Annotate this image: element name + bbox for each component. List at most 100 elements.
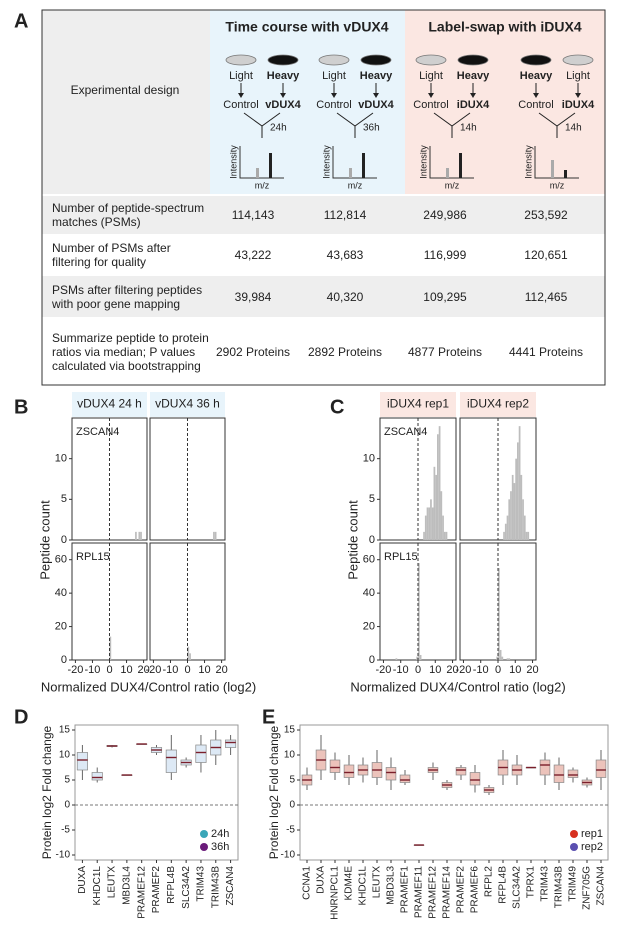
y-tick-label: 40 [363,587,375,599]
merge-lines [433,112,471,138]
histogram-bar [443,531,446,540]
peak [459,153,462,178]
condition-label: iDUX4 [457,99,490,111]
gene-label: RPL15 [76,551,110,563]
histogram-bar [506,658,509,660]
histogram-bar [506,515,509,540]
histogram-bar [522,499,524,540]
mini-y-label: Intensity [523,145,533,179]
legend-label: 36h [211,841,229,853]
gene-label: ZSCAN4 [76,426,119,438]
x-tick-label: KHDC1L [92,866,103,906]
arrow-head [373,93,379,98]
x-tick-label: SLC34A2 [512,866,523,909]
x-tick-label: CCNA1 [302,866,313,900]
mini-y-label: Intensity [418,145,428,179]
box [76,752,88,771]
dish-label: Heavy [267,70,300,82]
y-tick-label: -5 [286,825,295,836]
dish-label: Light [229,70,253,82]
y-tick-label: 0 [61,534,67,546]
panel-label: C [330,396,344,418]
gene-label: ZSCAN4 [384,426,427,438]
histogram-bar [438,426,441,540]
time-label: 36h [363,123,380,134]
row-band [42,275,605,318]
histogram-bar [499,649,502,660]
y-tick-label: 5 [64,775,70,786]
x-tick-label: 10 [198,664,210,676]
x-tick-label: -10 [163,664,179,676]
gene-label: RPL15 [384,551,418,563]
x-tick-label: KHDC1L [358,866,369,906]
mini-x-label: m/z [550,180,565,190]
histogram-bar [503,531,505,540]
condition-label: Control [223,99,258,111]
facet-strip [460,392,536,417]
histogram-bar [527,531,530,540]
mini-y-label: Intensity [321,145,331,179]
x-tick-label: TRIM43 [540,866,551,902]
condition-label: Control [518,99,553,111]
x-tick-label: -20 [67,664,83,676]
histogram-bar [428,507,431,540]
y-tick-label: 15 [59,725,71,736]
histogram-bar [517,442,519,540]
x-tick-label: RFPL4B [498,866,509,904]
x-tick-label: 20 [215,664,227,676]
row-value: 2902 Proteins [215,344,291,359]
row-value: 43,222 [234,248,272,262]
histogram-bar [395,658,398,660]
box [385,767,397,781]
group-title: Time course with vDUX4 [225,19,388,35]
x-tick-label: PRAMEF12 [136,866,147,919]
y-axis-label: Protein log2 Fold change [267,725,281,859]
arrow-head [533,93,539,98]
row-value: 114,143 [231,208,275,222]
x-tick-label: LEUTX [372,866,383,899]
dish [520,54,552,66]
histogram-bar [109,636,112,660]
x-tick-label: TRIM49 [568,866,579,902]
merge-lines [336,112,374,138]
histogram-bar [437,434,439,540]
x-tick-label: PRAMEF2 [456,866,467,914]
histogram-bar [426,507,429,540]
legend-marker [570,843,578,851]
x-tick-label: PRAMEF11 [414,866,425,918]
x-tick-label: ZNF705G [582,866,593,910]
histogram-bar [433,466,436,540]
x-tick-label: 0 [184,664,190,676]
y-tick-label: 5 [369,493,375,505]
dish [415,54,447,66]
x-tick-label: -20 [145,664,161,676]
dish [360,54,392,66]
histogram-bar [214,531,217,540]
facet-strip [150,392,225,417]
histogram-bar [498,568,500,660]
row-value: 4877 Proteins [407,344,483,359]
dish [562,54,594,66]
y-tick-label: 10 [59,750,71,761]
y-tick-label: 10 [363,453,375,465]
row-value: 43,683 [326,248,364,262]
row-value: 120,651 [524,248,568,262]
time-label: 14h [460,123,477,134]
histogram-bar [213,531,215,540]
box [91,772,103,781]
box [329,759,341,773]
x-tick-label: 20 [446,664,458,676]
merge-lines [538,112,576,138]
x-tick-label: TPRX1 [526,866,537,899]
y-axis-label: Peptide count [37,500,52,580]
legend-marker [570,830,578,838]
row-value: 112,465 [524,289,568,304]
y-tick-label: 0 [369,534,375,546]
row-header: Experimental design [70,83,180,97]
row-value: 249,986 [423,208,467,222]
x-tick-label: DUXA [316,866,327,894]
legend-label: rep1 [581,828,603,840]
facet-strip [72,392,147,417]
histogram-bar [504,523,507,540]
box [225,739,237,748]
